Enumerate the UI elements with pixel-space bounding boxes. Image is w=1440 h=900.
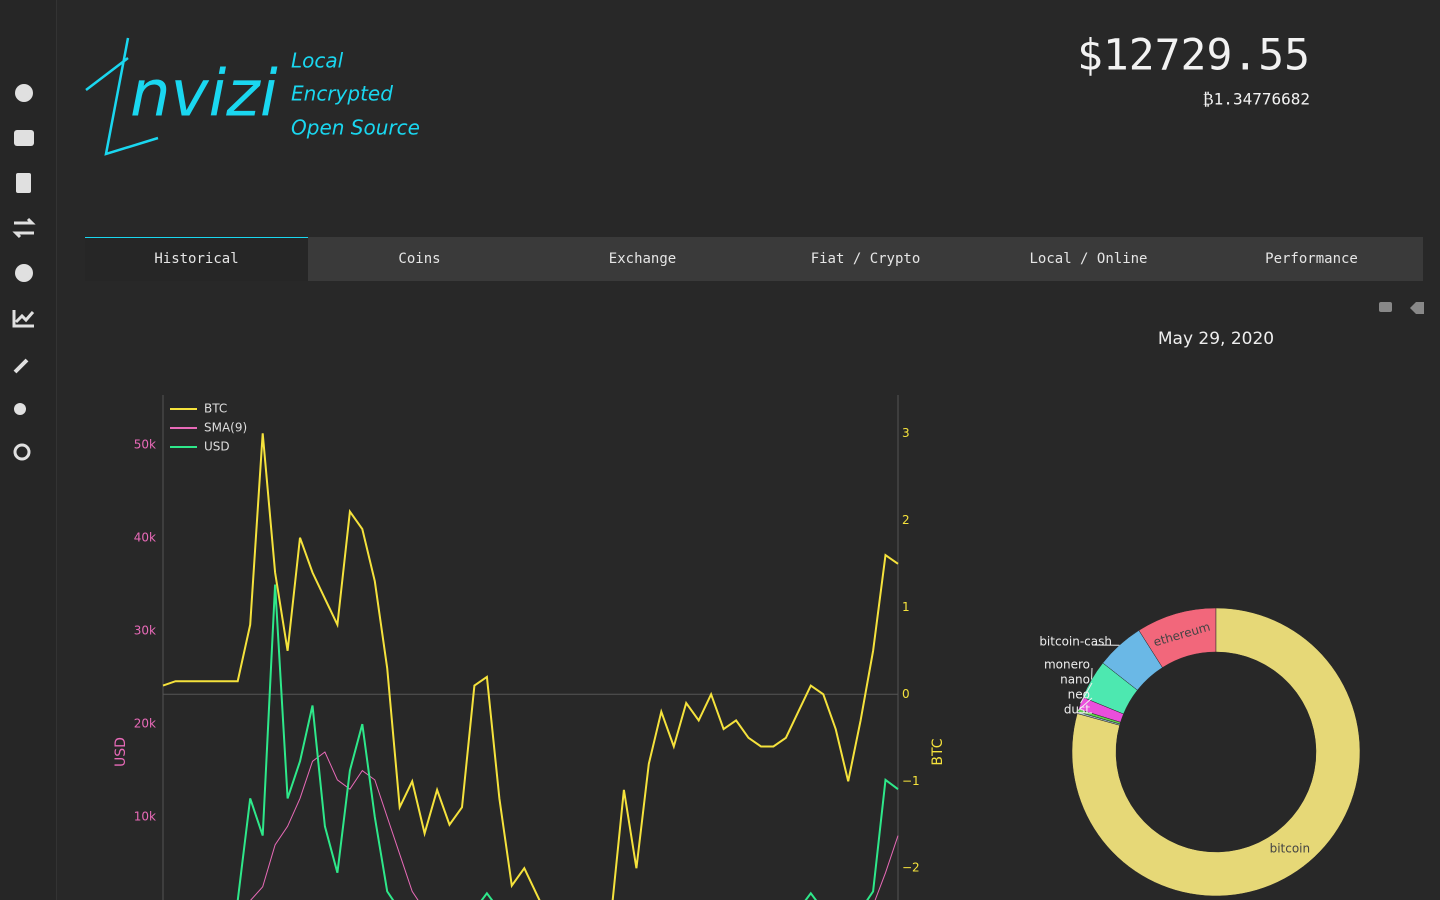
icon-invoice[interactable] xyxy=(16,173,31,193)
tab-label[interactable]: Fiat / Crypto xyxy=(811,251,921,267)
legend-label: USD xyxy=(204,440,230,454)
tab-label[interactable]: Performance xyxy=(1265,251,1358,267)
y-tick-label: 30k xyxy=(134,624,156,638)
icon-bitcoin[interactable] xyxy=(15,264,33,282)
tab-label[interactable]: Local / Online xyxy=(1029,251,1147,267)
y2-tick-label: −2 xyxy=(902,861,920,875)
y2-tick-label: 3 xyxy=(902,426,910,440)
y2-tick-label: 0 xyxy=(902,687,910,701)
tab[interactable] xyxy=(1200,237,1423,281)
y-tick-label: 20k xyxy=(134,717,156,731)
tab[interactable] xyxy=(977,237,1200,281)
series-line xyxy=(250,751,899,900)
tab[interactable] xyxy=(85,237,308,281)
logo-button[interactable] xyxy=(1410,302,1424,314)
legend-label: BTC xyxy=(204,402,227,416)
sidebar-icons xyxy=(12,84,36,461)
tab-label[interactable]: Exchange xyxy=(609,251,676,267)
tagline: Encrypted xyxy=(291,82,393,106)
icon-search[interactable] xyxy=(13,443,31,461)
y2-axis-title: BTC xyxy=(930,738,946,765)
icon-exchange[interactable] xyxy=(12,217,36,239)
icon-tools[interactable] xyxy=(13,358,29,374)
y-tick-label: 50k xyxy=(134,438,156,452)
icon-chart[interactable] xyxy=(12,310,35,328)
y-axis-title: USD xyxy=(113,737,129,767)
slice-label: nano xyxy=(1060,673,1090,687)
tab[interactable] xyxy=(308,237,531,281)
camera-button[interactable] xyxy=(1379,302,1392,312)
series-line xyxy=(236,584,899,900)
tab[interactable] xyxy=(531,237,754,281)
tab-label[interactable]: Coins xyxy=(398,251,440,267)
pie-slice xyxy=(1071,607,1361,897)
slice-leader xyxy=(1077,697,1093,711)
y-tick-label: 40k xyxy=(134,531,156,545)
legend-label: SMA(9) xyxy=(204,421,247,435)
pie-title: May 29, 2020 xyxy=(1158,329,1274,349)
icon-settings[interactable] xyxy=(14,403,26,415)
logo-mark xyxy=(85,37,159,156)
y2-tick-label: 1 xyxy=(902,600,910,614)
tagline: Local xyxy=(291,49,344,73)
tab-bar: Historical Coins Exchange Fiat / Crypto Loca… xyxy=(85,237,1423,281)
balance-usd: $12729.55 xyxy=(1077,31,1310,81)
icon-portfolio[interactable] xyxy=(15,84,33,102)
icon-wallet[interactable] xyxy=(14,130,34,146)
slice-label: dust xyxy=(1064,703,1090,717)
tab[interactable] xyxy=(754,237,977,281)
y2-tick-label: −1 xyxy=(902,774,920,788)
slice-leader xyxy=(1080,682,1093,704)
slice-label: bitcoin xyxy=(1270,842,1311,856)
tab-label[interactable]: Historical xyxy=(154,251,238,267)
slice-label: bitcoin-cash xyxy=(1039,635,1112,649)
slice-label: monero xyxy=(1044,658,1090,672)
tagline: Open Source xyxy=(291,116,420,140)
y-tick-label: 10k xyxy=(134,810,156,824)
balance-btc: ₿1.34776682 xyxy=(1203,90,1310,109)
series-line xyxy=(162,433,899,900)
logo: nvizi xyxy=(130,58,278,132)
y2-tick-label: 2 xyxy=(902,513,910,527)
slice-label: neo xyxy=(1068,688,1090,702)
